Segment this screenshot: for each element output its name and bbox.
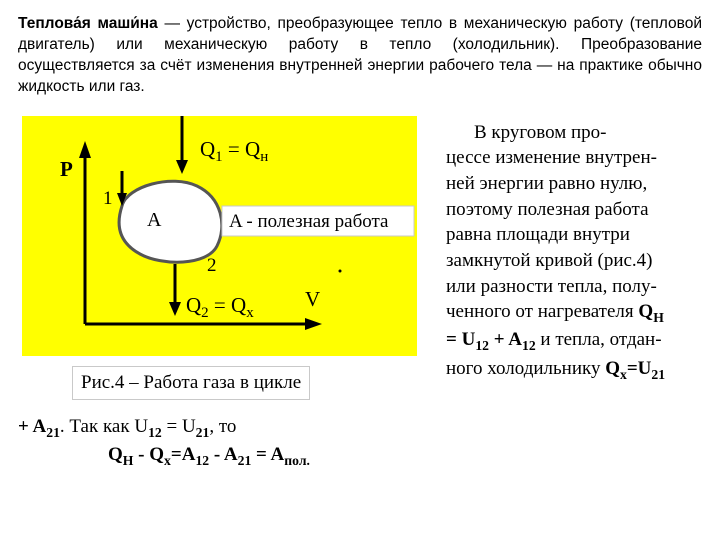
useful-work-annotation: A - полезная работа <box>229 211 389 232</box>
figure-wrap: P V 1 2 A Q1 = Qн Q2 = Qх A - полезная <box>22 116 432 400</box>
definition-term: Теплова́я маши́на <box>18 15 158 32</box>
pv-diagram-svg: P V 1 2 A Q1 = Qн Q2 = Qх A - полезная <box>22 116 417 356</box>
q1-equation: Q1 = Qн <box>200 137 268 165</box>
area-a-label: A <box>147 209 162 231</box>
definition-paragraph: Теплова́я маши́на — устройство, преобраз… <box>18 14 702 98</box>
side-paragraph: В круговом про- цессе изменение внутрен-… <box>432 116 702 384</box>
p-axis-label: P <box>60 157 73 181</box>
q2-equation: Q2 = Qх <box>186 293 254 321</box>
figure-caption: Рис.4 – Работа газа в цикле <box>72 366 310 400</box>
point2-label: 2 <box>207 255 217 276</box>
v-axis-label: V <box>305 287 320 311</box>
continuation-text: + A21. Так как U12 = U21, то QН - Qх=A12… <box>18 414 702 470</box>
point1-label: 1 <box>103 188 113 209</box>
figure-row: P V 1 2 A Q1 = Qн Q2 = Qх A - полезная <box>18 116 702 400</box>
pv-diagram-figure: P V 1 2 A Q1 = Qн Q2 = Qх A - полезная <box>22 116 417 356</box>
